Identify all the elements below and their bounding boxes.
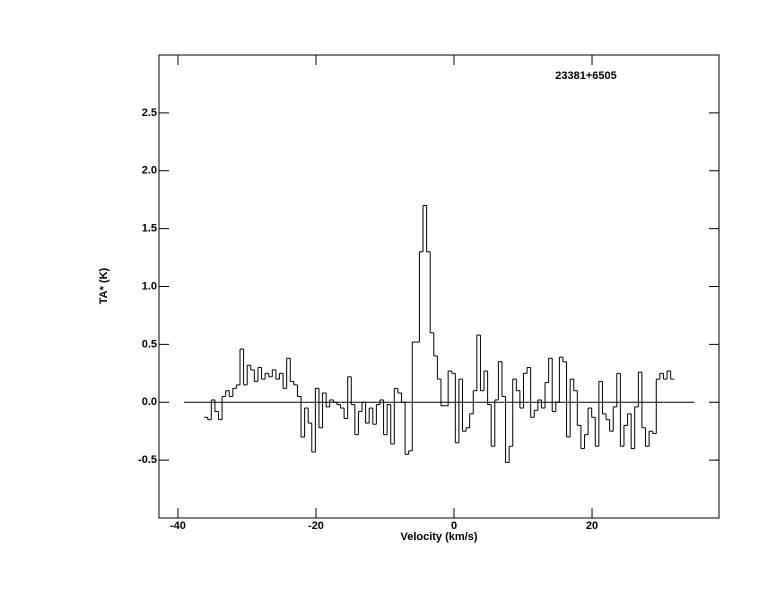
x-tick-label: -20 (308, 520, 324, 532)
x-tick-label: 0 (451, 520, 457, 532)
y-tick-label: 2.0 (142, 165, 157, 177)
y-tick-label: 1.0 (142, 280, 157, 292)
y-tick-label: 0.5 (142, 338, 157, 350)
chart-title: 23381+6505 (555, 70, 616, 82)
y-tick-label: -0.5 (138, 454, 157, 466)
x-tick-label: 20 (586, 520, 598, 532)
y-tick-label: 1.5 (142, 223, 157, 235)
y-tick-label: 2.5 (142, 107, 157, 119)
x-axis-label: Velocity (km/s) (400, 531, 477, 543)
y-tick-label: 0.0 (142, 396, 157, 408)
y-axis-label: TA* (K) (98, 267, 110, 304)
x-tick-label: -40 (170, 520, 186, 532)
